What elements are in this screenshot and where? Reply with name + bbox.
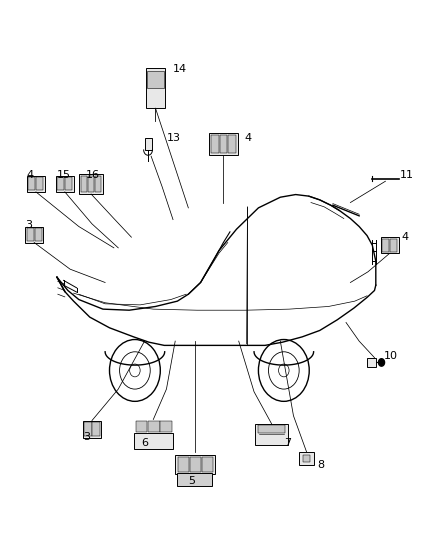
Bar [202, 457, 213, 472]
Bar [92, 422, 100, 436]
Text: 8: 8 [317, 460, 324, 470]
Text: 3: 3 [25, 221, 32, 230]
Bar [148, 421, 159, 432]
Bar [255, 424, 288, 445]
Bar [25, 227, 43, 243]
Bar [382, 239, 389, 252]
Bar [145, 138, 152, 150]
Text: 7: 7 [284, 439, 291, 448]
Bar [81, 176, 87, 192]
Bar [219, 135, 227, 153]
Bar [211, 135, 219, 153]
Bar [303, 455, 311, 462]
Text: 14: 14 [173, 64, 187, 74]
Bar [177, 473, 212, 486]
Bar [27, 228, 34, 241]
Bar [79, 174, 103, 194]
Bar [209, 133, 237, 155]
Bar [35, 228, 42, 241]
Bar [27, 176, 45, 192]
Bar [36, 177, 43, 190]
Bar [88, 176, 94, 192]
Bar [57, 177, 64, 190]
Bar [65, 177, 72, 190]
Text: 5: 5 [188, 476, 195, 486]
Bar [381, 237, 399, 253]
Circle shape [378, 359, 385, 366]
Text: 4: 4 [401, 232, 408, 242]
Bar [136, 421, 148, 432]
Bar [83, 421, 101, 438]
Bar [56, 176, 74, 192]
Bar [145, 68, 165, 108]
Bar [299, 452, 314, 465]
Bar [228, 135, 236, 153]
Bar [178, 457, 189, 472]
Text: 4: 4 [244, 133, 251, 142]
Bar [134, 433, 173, 449]
Text: 4: 4 [26, 170, 33, 180]
Bar [95, 176, 102, 192]
Text: 6: 6 [141, 439, 148, 448]
Bar [175, 455, 215, 474]
Bar [190, 457, 201, 472]
Bar [84, 422, 92, 436]
Text: 11: 11 [399, 170, 413, 180]
Text: 3: 3 [83, 432, 90, 442]
Text: 13: 13 [166, 133, 180, 142]
Text: 15: 15 [57, 170, 71, 180]
Bar [390, 239, 397, 252]
Text: 10: 10 [384, 351, 398, 360]
Text: 16: 16 [86, 170, 100, 180]
Bar [28, 177, 35, 190]
Bar [147, 70, 163, 88]
Bar [160, 421, 172, 432]
Bar [258, 425, 286, 433]
Bar [367, 358, 376, 367]
